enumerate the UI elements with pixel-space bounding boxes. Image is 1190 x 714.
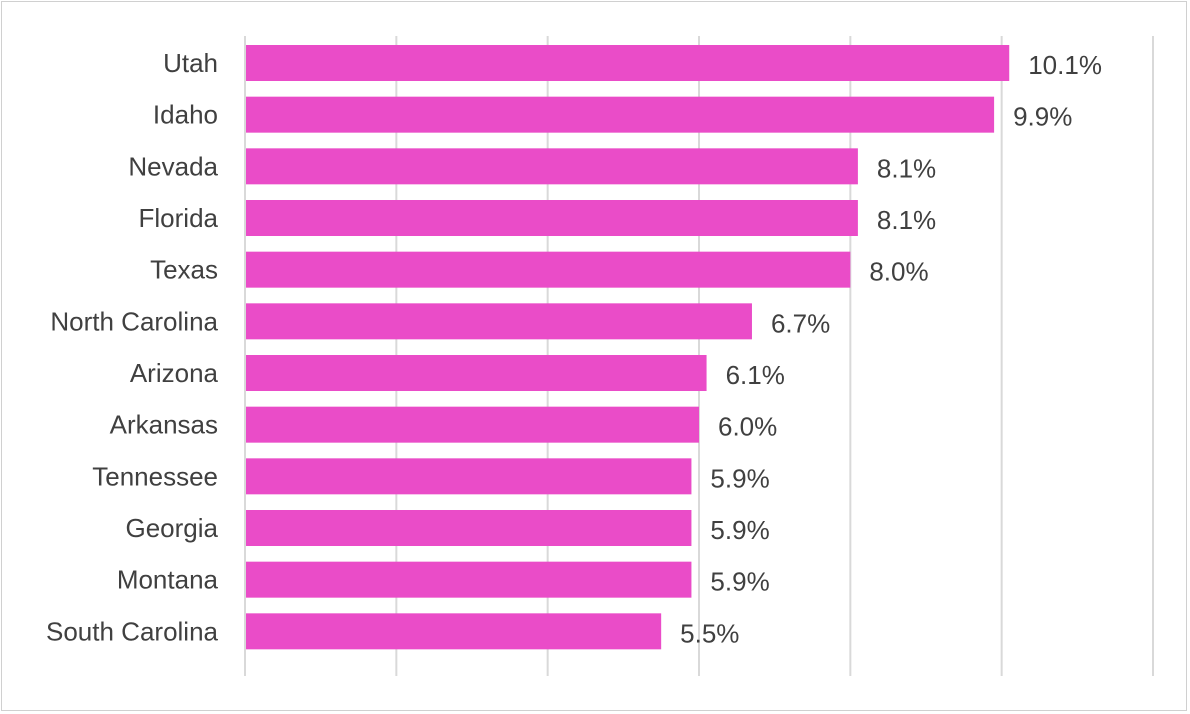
- bar: [246, 561, 692, 598]
- bar: [246, 510, 692, 546]
- value-label: 6.0%: [718, 412, 777, 442]
- value-labels: 10.1% 9.9% 8.1% 8.1% 8.0% 6.7% 6.1% 6.0% 5.9% 5.9…: [680, 50, 1102, 648]
- bar: [246, 613, 662, 650]
- category-label: Georgia: [126, 513, 219, 543]
- value-label: 8.0%: [869, 257, 928, 287]
- bar: [246, 251, 851, 288]
- bar: [246, 406, 699, 443]
- bar: [246, 355, 707, 391]
- value-label: 8.1%: [877, 205, 936, 235]
- bar: [246, 96, 995, 133]
- value-label: 6.7%: [771, 308, 830, 338]
- value-label: 9.9%: [1013, 102, 1072, 132]
- category-label: Florida: [139, 203, 219, 233]
- bar: [246, 148, 858, 185]
- category-label: Arizona: [130, 358, 219, 388]
- value-label: 5.5%: [680, 618, 739, 648]
- value-label: 8.1%: [877, 153, 936, 183]
- value-label: 5.9%: [710, 515, 769, 545]
- category-label: North Carolina: [50, 306, 218, 336]
- category-label: Montana: [117, 565, 219, 595]
- category-label: Arkansas: [110, 410, 218, 440]
- category-label: Texas: [150, 255, 218, 285]
- bar: [246, 45, 1010, 81]
- category-label: Idaho: [153, 100, 218, 130]
- bar: [246, 200, 858, 236]
- bars: [246, 45, 1010, 650]
- category-label: Utah: [163, 48, 218, 78]
- bar: [246, 458, 692, 495]
- category-labels: Utah Idaho Nevada Florida Texas North Carolin…: [46, 48, 219, 646]
- value-label: 5.9%: [710, 567, 769, 597]
- category-label: Nevada: [128, 151, 218, 181]
- value-label: 6.1%: [726, 360, 785, 390]
- value-label: 5.9%: [710, 463, 769, 493]
- value-label: 10.1%: [1028, 50, 1102, 80]
- category-label: South Carolina: [46, 616, 219, 646]
- category-label: Tennessee: [92, 461, 218, 491]
- bar: [246, 303, 752, 340]
